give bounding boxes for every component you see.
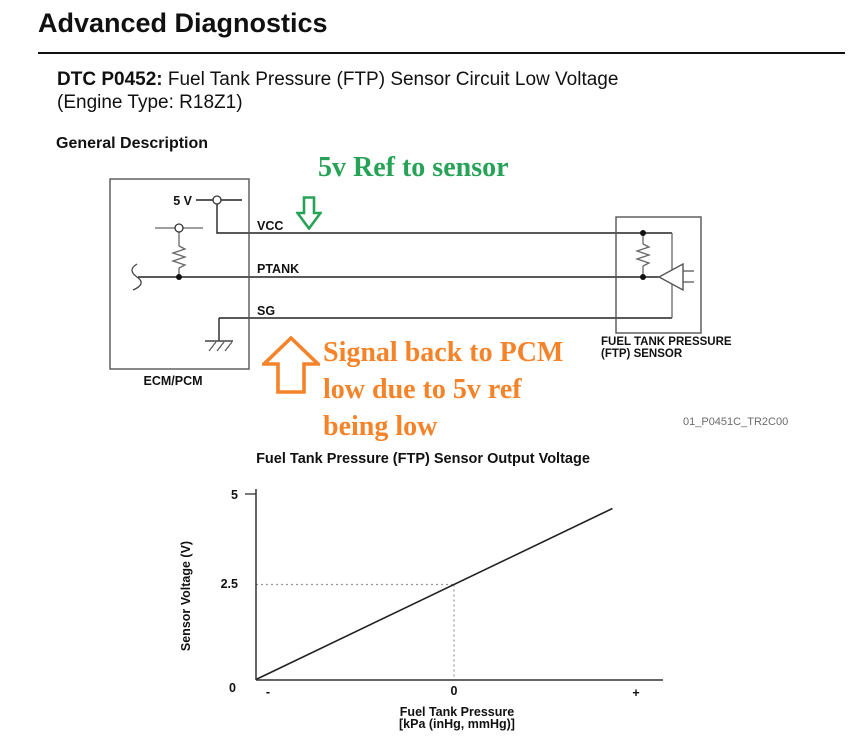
up-block-arrow-icon — [262, 336, 320, 394]
ftp-sensor-box — [615, 216, 702, 334]
circuit-diagram: 5 V VCC PTANK SG ECM/PCM FUEL TANK PRESS… — [109, 178, 732, 388]
dtc-code: DTC P0452: — [57, 69, 163, 90]
x-tick-label-zero: 0 — [451, 684, 458, 698]
dtc-heading: DTC P0452: Fuel Tank Pressure (FTP) Sens… — [57, 68, 777, 114]
annotation-signal-low: Signal back to PCM low due to 5v ref bei… — [323, 337, 564, 442]
pin-label-sg: SG — [257, 304, 275, 318]
y-tick-label-2-5: 2.5 — [221, 577, 238, 591]
pin-label-vcc: VCC — [257, 219, 283, 233]
ecm-resistor-icon — [170, 245, 188, 269]
junction-dot-sensor-ptank — [640, 274, 646, 280]
x-tick-label-minus: - — [266, 685, 270, 699]
sensor-element-leads — [683, 270, 694, 283]
annotation-5v-ref: 5v Ref to sensor — [318, 152, 509, 183]
y-axis-label: Sensor Voltage (V) — [179, 541, 193, 651]
section-heading: General Description — [56, 135, 209, 152]
figure-code: 01_P0451C_TR2C00 — [683, 416, 789, 428]
pin-label-ptank: PTANK — [257, 262, 299, 276]
vcc-wire — [216, 200, 672, 234]
x-tick-label-plus: + — [632, 686, 639, 700]
page-title: Advanced Diagnostics — [38, 8, 328, 38]
junction-dot-ptank — [176, 274, 182, 280]
ftp-output-voltage-chart: 5 2.5 0 - 0 + Sensor Voltage (V) — [179, 488, 663, 700]
sensor-label-line1: FUEL TANK PRESSURE — [601, 336, 732, 348]
terminal-circle-pullup — [174, 223, 184, 233]
dtc-engine-type: (Engine Type: R18Z1) — [57, 92, 243, 113]
ecm-box — [109, 178, 250, 370]
ecm-label: ECM/PCM — [143, 374, 202, 388]
sensor-label-line2: (FTP) SENSOR — [601, 348, 683, 360]
title-divider — [38, 52, 845, 54]
supply-label: 5 V — [173, 194, 192, 208]
dtc-description: Fuel Tank Pressure (FTP) Sensor Circuit … — [162, 69, 619, 90]
x-axis-label: Fuel Tank Pressure [kPa (inHg, mmHg)] — [399, 705, 515, 731]
y-tick-label-0: 0 — [229, 681, 236, 695]
junction-dot-sensor-vcc — [640, 230, 646, 236]
chart-title: Fuel Tank Pressure (FTP) Sensor Output V… — [256, 451, 590, 467]
down-block-arrow-icon — [296, 196, 322, 230]
terminal-circle-5v — [212, 195, 222, 205]
amplifier-triangle-icon — [657, 262, 684, 292]
ground-hatch-icon — [208, 341, 233, 352]
y-tick-label-5: 5 — [231, 488, 238, 502]
dtc-line1: DTC P0452: Fuel Tank Pressure (FTP) Sens… — [57, 68, 777, 91]
wire-break-squiggle-icon — [131, 263, 142, 291]
sensor-resistor-icon — [634, 243, 652, 267]
sensor-output-line — [255, 507, 613, 681]
